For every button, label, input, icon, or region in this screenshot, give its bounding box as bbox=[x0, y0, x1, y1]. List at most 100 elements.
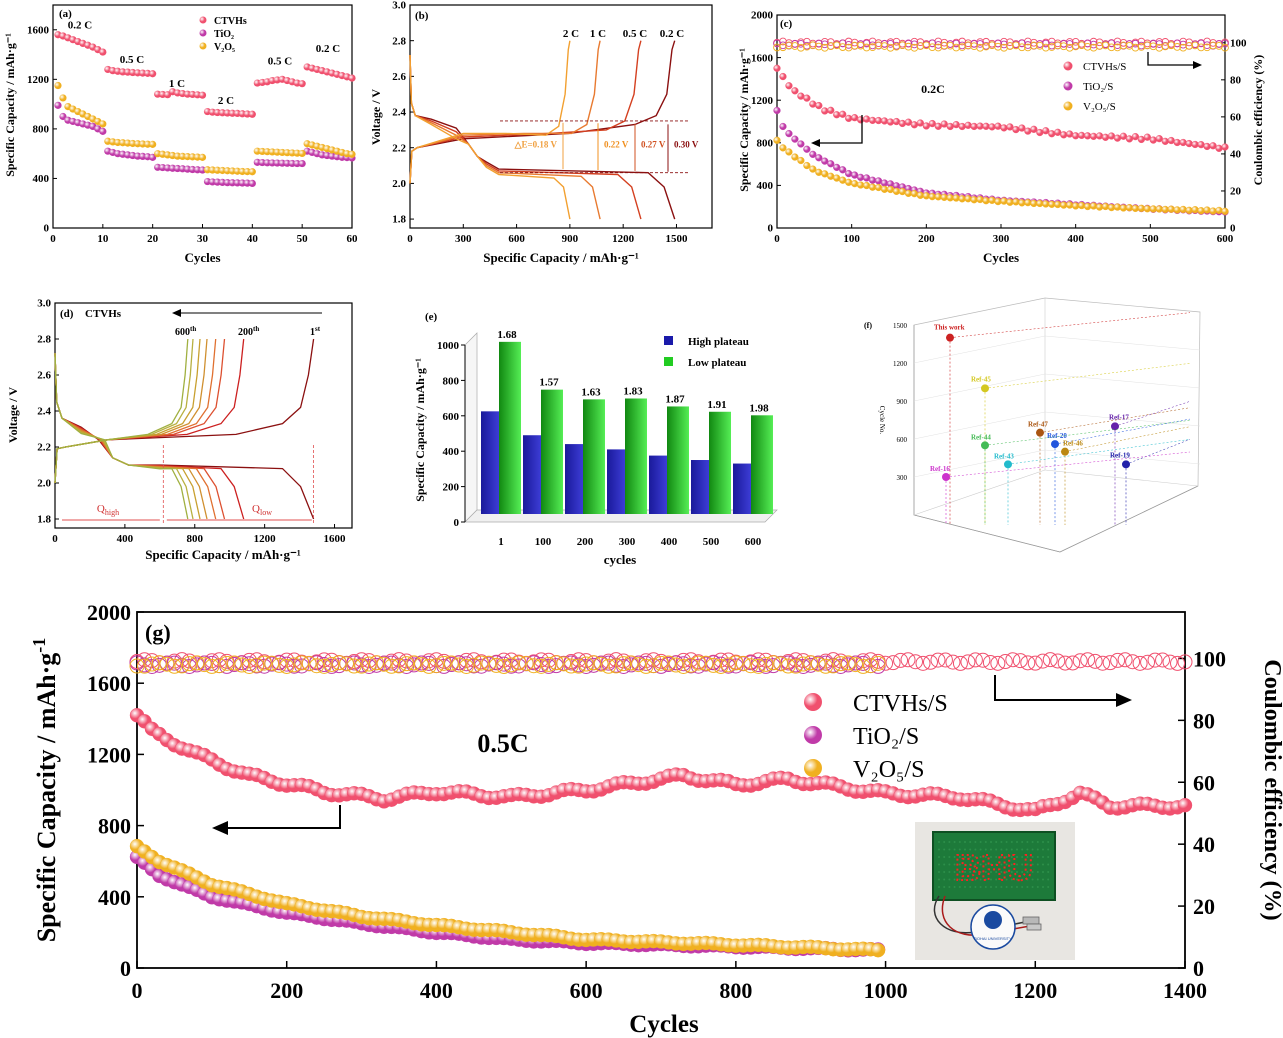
efficiency-point bbox=[241, 652, 257, 668]
led-off bbox=[948, 878, 951, 881]
capacity-point bbox=[773, 106, 781, 115]
x-tick-label: 800 bbox=[719, 978, 752, 1003]
efficiency-point bbox=[990, 655, 1006, 671]
capacity-point bbox=[886, 118, 895, 126]
capacity-point bbox=[1054, 200, 1062, 209]
led-off bbox=[948, 871, 951, 873]
led-off bbox=[1031, 848, 1034, 851]
legend-marker bbox=[1063, 101, 1073, 111]
efficiency-point bbox=[511, 658, 527, 674]
efficiency-point bbox=[234, 657, 250, 673]
delta-e-label: 0.22 V bbox=[604, 140, 629, 150]
led-off bbox=[1010, 856, 1013, 858]
efficiency-point bbox=[204, 658, 220, 674]
y2-tick-label: 60 bbox=[1230, 112, 1242, 124]
y-tick-label: 2.4 bbox=[37, 406, 51, 418]
led-off bbox=[964, 848, 966, 851]
capacity-point bbox=[1042, 127, 1050, 135]
efficiency-point bbox=[264, 655, 280, 671]
efficiency-point bbox=[1005, 652, 1021, 668]
led-off bbox=[948, 848, 951, 851]
efficiency-point bbox=[765, 655, 781, 671]
capacity-point bbox=[1084, 132, 1092, 140]
led-off bbox=[1047, 856, 1050, 858]
capacity-point bbox=[803, 94, 811, 102]
led-off bbox=[1016, 848, 1018, 851]
led-off bbox=[1021, 841, 1024, 843]
led-off bbox=[984, 878, 987, 881]
y-tick-label: 1600 bbox=[87, 671, 131, 696]
efficiency-point bbox=[1030, 41, 1038, 50]
capacity-point bbox=[1018, 124, 1026, 132]
capacity-point bbox=[1173, 206, 1181, 214]
efficiency-point bbox=[346, 658, 362, 674]
efficiency-point bbox=[339, 656, 355, 672]
efficiency-point bbox=[976, 43, 984, 52]
capacity-point bbox=[1197, 141, 1205, 149]
bar-low-plateau bbox=[625, 398, 647, 514]
capacity-point bbox=[845, 170, 853, 178]
y-tick-label: 0 bbox=[120, 956, 131, 981]
plot-frame bbox=[54, 302, 353, 529]
capacity-point bbox=[898, 187, 907, 196]
efficiency-point bbox=[870, 655, 886, 671]
efficiency-point bbox=[915, 655, 931, 671]
capacity-point bbox=[1221, 207, 1229, 215]
efficiency-point bbox=[421, 655, 437, 671]
y2-axis-label: Coulombic efficiency (%) bbox=[1259, 659, 1283, 920]
rate-label: 2 C bbox=[563, 28, 579, 40]
capacity-point bbox=[982, 122, 990, 130]
efficiency-point bbox=[563, 658, 579, 674]
efficiency-point bbox=[1050, 653, 1066, 669]
capacity-point bbox=[779, 72, 787, 81]
y2-tick-label: 40 bbox=[1230, 149, 1242, 161]
capacity-point bbox=[821, 157, 829, 165]
efficiency-point bbox=[1170, 655, 1186, 671]
led-off bbox=[953, 886, 956, 888]
y-tick-label: 3.0 bbox=[37, 298, 51, 310]
grid-line bbox=[913, 411, 1046, 440]
bar-high-plateau bbox=[565, 444, 585, 514]
capacity-point bbox=[916, 119, 924, 127]
y-tick-label: 1600 bbox=[751, 52, 774, 64]
efficiency-point bbox=[910, 43, 919, 52]
capacity-point bbox=[1024, 127, 1032, 135]
efficiency-point bbox=[458, 658, 474, 674]
drop-line bbox=[1007, 439, 1191, 465]
efficiency-point bbox=[361, 653, 377, 669]
x-tick-label: 400 bbox=[420, 978, 453, 1003]
y-tick-label: 2.6 bbox=[37, 370, 51, 382]
efficiency-point bbox=[818, 655, 834, 671]
y2-tick-label: 100 bbox=[1230, 37, 1247, 49]
efficiency-point bbox=[818, 658, 834, 674]
data-point bbox=[248, 179, 256, 187]
data-point bbox=[298, 80, 306, 88]
led-off bbox=[1000, 856, 1003, 858]
led-off bbox=[1016, 863, 1018, 866]
y-tick-label: 800 bbox=[98, 814, 131, 839]
charge-curve bbox=[54, 338, 226, 484]
superscript: -1 bbox=[29, 638, 49, 653]
bar-high-plateau bbox=[607, 449, 627, 514]
y-tick-label: 400 bbox=[443, 446, 460, 458]
capacity-point bbox=[791, 87, 799, 95]
led-off bbox=[1026, 848, 1029, 851]
led-off bbox=[974, 841, 977, 843]
bar-low-plateau bbox=[751, 415, 773, 514]
efficiency-point bbox=[548, 655, 564, 671]
efficiency-point bbox=[937, 652, 953, 668]
drop-line bbox=[1039, 407, 1191, 433]
efficiency-point bbox=[1071, 42, 1080, 51]
efficiency-point bbox=[758, 656, 774, 672]
capacity-point bbox=[1006, 198, 1014, 206]
efficiency-point bbox=[1059, 39, 1068, 48]
efficiency-point bbox=[219, 655, 235, 671]
capacity-point bbox=[910, 190, 918, 198]
y-tick-label: 400 bbox=[757, 180, 774, 192]
capacity-point bbox=[809, 150, 817, 158]
efficiency-point bbox=[1065, 43, 1074, 52]
capacity-point bbox=[791, 135, 799, 143]
cycle-label-1: 1st bbox=[310, 325, 321, 338]
cycle-label-200: 200th bbox=[238, 325, 259, 338]
capacity-point bbox=[976, 195, 984, 204]
